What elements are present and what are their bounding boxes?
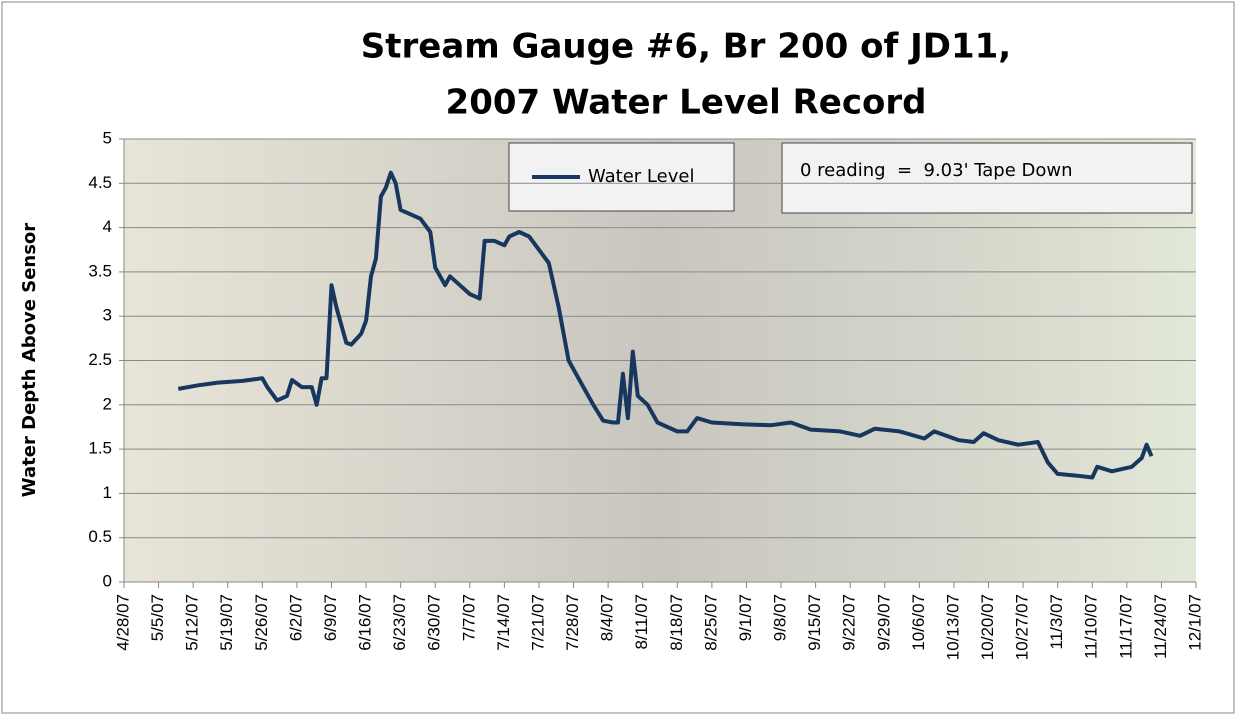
y-axis-label: Water Depth Above Sensor: [19, 223, 40, 497]
chart-title: 2007 Water Level Record: [446, 83, 927, 123]
x-tick-label: 7/14/07: [494, 594, 513, 651]
x-tick-label: 8/11/07: [632, 594, 651, 649]
x-tick-label: 9/15/07: [805, 594, 824, 651]
x-tick-label: 7/28/07: [563, 594, 582, 651]
x-tick-label: 9/29/07: [874, 594, 893, 651]
x-tick-label: 5/12/07: [183, 594, 202, 651]
x-tick-label: 8/25/07: [701, 594, 720, 651]
x-tick-label: 6/30/07: [425, 594, 444, 651]
x-tick-label: 5/26/07: [252, 594, 271, 651]
y-tick-label: 4: [103, 217, 112, 236]
x-tick-label: 6/2/07: [286, 594, 305, 641]
x-tick-label: 7/7/07: [459, 594, 478, 641]
x-tick-label: 8/18/07: [667, 594, 686, 651]
x-tick-label: 9/22/07: [840, 594, 859, 651]
y-tick-label: 4.5: [88, 173, 112, 192]
chart: Stream Gauge #6, Br 200 of JD11, 2007 Wa…: [0, 0, 1238, 717]
y-tick-label: 3: [103, 306, 112, 325]
y-tick-label: 0: [103, 571, 112, 590]
x-tick-label: 9/1/07: [736, 594, 755, 641]
x-tick-label: 11/17/07: [1116, 594, 1135, 659]
x-tick-label: 6/9/07: [321, 594, 340, 641]
x-tick-label: 5/5/07: [148, 594, 167, 641]
y-tick-label: 0.5: [88, 527, 112, 546]
x-tick-label: 10/13/07: [943, 594, 962, 660]
y-tick-label: 1.5: [88, 439, 112, 458]
x-tick-label: 11/3/07: [1047, 594, 1066, 649]
x-tick-label: 10/20/07: [978, 594, 997, 660]
x-tick-label: 7/21/07: [528, 594, 547, 651]
y-tick-label: 3.5: [88, 261, 112, 280]
x-tick-label: 12/1/07: [1185, 594, 1204, 651]
y-tick-label: 1: [103, 483, 112, 502]
chart-title: Stream Gauge #6, Br 200 of JD11,: [361, 27, 1011, 67]
legend-label: Water Level: [588, 166, 694, 187]
x-tick-label: 5/19/07: [217, 594, 236, 651]
x-tick-label: 10/6/07: [909, 594, 928, 651]
x-tick-label: 6/23/07: [390, 594, 409, 651]
x-tick-label: 6/16/07: [356, 594, 375, 651]
x-tick-label: 11/10/07: [1082, 594, 1101, 659]
y-tick-label: 2.5: [88, 350, 112, 369]
x-tick-label: 4/28/07: [113, 594, 132, 651]
x-tick-label: 10/27/07: [1013, 594, 1032, 660]
annotation: 0 reading = 9.03' Tape Down: [800, 160, 1073, 181]
x-tick-label: 11/24/07: [1151, 594, 1170, 659]
y-tick-label: 2: [103, 394, 112, 413]
y-tick-label: 5: [103, 128, 112, 147]
x-tick-label: 9/8/07: [771, 594, 790, 641]
x-tick-label: 8/4/07: [598, 594, 617, 641]
